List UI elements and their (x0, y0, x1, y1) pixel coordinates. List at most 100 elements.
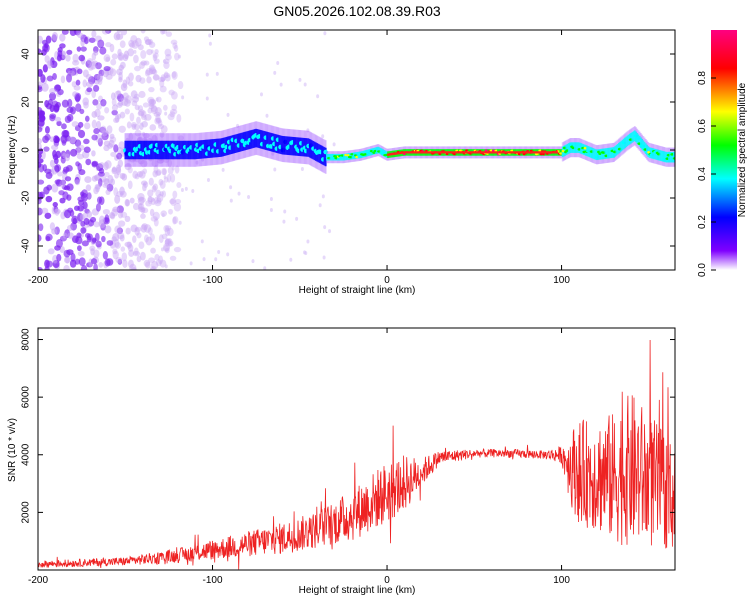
spectrogram-cell (139, 140, 141, 160)
spectrogram-cell (118, 64, 124, 71)
spectrogram-cell (91, 30, 97, 38)
spectrogram-cell (103, 171, 110, 178)
spectrogram-cell (45, 35, 52, 44)
spectrogram-cell (64, 176, 72, 182)
spectrogram-cell (61, 130, 69, 138)
spectrogram-cell (274, 134, 277, 153)
spectrogram-cell (236, 133, 239, 153)
spectrogram-cell (164, 264, 168, 269)
x-tick-label: 0 (384, 275, 390, 286)
spectrogram-cell (96, 103, 102, 110)
spectrogram-cell (151, 69, 158, 75)
spectrogram-cell (118, 71, 123, 81)
spectrogram-cell (150, 104, 157, 113)
colorbar-tick-label: 0.4 (697, 167, 708, 181)
spectrogram-cell (167, 238, 173, 247)
spectrogram-cell (654, 148, 657, 160)
spectrogram-cell (172, 140, 174, 160)
spectrogram-cell (145, 236, 153, 246)
spectrogram-cell (155, 189, 162, 198)
spectrogram-cell (148, 103, 155, 110)
spectrogram-cell (59, 179, 66, 188)
spectrogram-cell (115, 33, 124, 40)
spectrogram-cell (171, 104, 177, 112)
spectrogram-cell (631, 132, 634, 143)
spectrogram-cell (38, 179, 45, 185)
spectrogram-cell (75, 161, 80, 167)
y-tick-label: 40 (21, 48, 32, 60)
spectrogram-cell (91, 237, 97, 243)
spectrogram-cell (152, 183, 159, 191)
spectrogram-cell (303, 82, 307, 87)
spectrogram-cell (129, 112, 135, 122)
spectrogram-cell (147, 189, 154, 197)
spectrogram-cell (169, 198, 176, 205)
spectrogram-cell (44, 42, 49, 49)
spectrogram-cell (321, 145, 323, 165)
spectrogram-cell (82, 69, 89, 78)
spectrogram-cell (147, 96, 155, 104)
spectrogram-cell (98, 168, 105, 174)
spectrogram-cell (161, 30, 168, 35)
spectrogram-cell (78, 169, 86, 176)
spectrogram-cell (231, 135, 234, 154)
spectrogram-cell (173, 202, 182, 212)
spectrogram-cell (41, 82, 49, 92)
spectrogram-cell (169, 255, 177, 261)
spectrogram-cell (178, 220, 182, 225)
spectrogram-cell (110, 92, 116, 100)
spectrogram-cell (49, 113, 57, 119)
spectrogram-cell (40, 49, 47, 56)
spectrogram-cell (258, 129, 261, 149)
spectrogram-cell (639, 137, 642, 149)
spectrogram-cell (202, 257, 206, 262)
spectrogram-cell (63, 256, 71, 264)
spectrogram-cell (153, 58, 160, 64)
spectrogram-cell (38, 234, 42, 242)
spectrogram-cell (172, 216, 179, 224)
spectrogram-cell (283, 136, 286, 155)
spectrogram-cell (155, 170, 162, 177)
spectrogram-cell (84, 36, 89, 45)
spectrogram-cell (332, 142, 336, 147)
spectrogram-cell (160, 76, 166, 82)
spectrogram-cell (144, 261, 151, 269)
spectrogram-cell (70, 106, 76, 115)
spectrogram-cell (46, 60, 53, 69)
spectrogram-cell (668, 151, 670, 163)
spectrogram-cell (121, 252, 128, 262)
spectrogram-cell (80, 38, 85, 47)
spectrogram-cell (316, 94, 320, 99)
spectrogram-cell (262, 130, 265, 150)
spectrogram-cell (200, 239, 204, 244)
spectrogram-cell (295, 216, 299, 221)
spectrogram-cell (143, 259, 151, 267)
spectrogram-cell (148, 177, 154, 186)
spectrogram-cell (170, 39, 178, 45)
spectrogram-cell (161, 190, 167, 198)
spectrogram-cell (282, 219, 286, 224)
spectrogram-cell (157, 123, 165, 130)
spectrogram-cell (233, 134, 235, 154)
spectrogram-cell (111, 104, 118, 112)
spectrogram-cell (125, 199, 131, 207)
spectrogram-cell (155, 113, 161, 123)
spectrogram-cell (184, 140, 187, 160)
spectrogram-cell (38, 126, 43, 133)
spectrogram-cell (144, 116, 148, 121)
spectrogram-cell (150, 197, 156, 206)
spectrogram-cell (170, 197, 177, 207)
spectrogram-cell (255, 128, 257, 148)
spectrogram-cell (209, 139, 212, 158)
spectrogram-cell (102, 178, 110, 184)
spectrogram-cell (145, 68, 153, 76)
spectrogram-cell (69, 67, 77, 76)
spectrogram-cell (148, 64, 155, 72)
spectrogram-cell (85, 158, 92, 166)
spectrogram-cell (117, 52, 125, 61)
spectrogram-cell (42, 64, 48, 73)
spectrogram-cell (239, 133, 242, 152)
snr-y-label: SNR (10 * v/v) (7, 418, 18, 482)
spectrogram-cell (153, 165, 159, 174)
spectrogram-cell (120, 83, 128, 92)
